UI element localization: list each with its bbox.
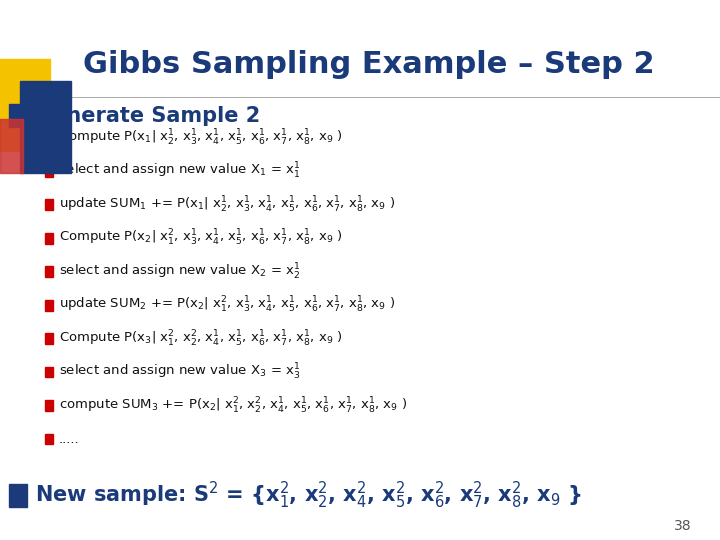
Bar: [45, 333, 53, 344]
Bar: [45, 367, 53, 377]
Bar: [45, 434, 53, 444]
Text: Compute P(x$_3$| x$_1^2$, x$_2^2$, x$_4^1$, x$_5^1$, x$_6^1$, x$_7^1$, x$_8^1$, : Compute P(x$_3$| x$_1^2$, x$_2^2$, x$_4^…: [59, 328, 343, 349]
Bar: [0, 59, 50, 151]
Text: Compute P(x$_2$| x$_1^2$, x$_3^1$, x$_4^1$, x$_5^1$, x$_6^1$, x$_7^1$, x$_8^1$, : Compute P(x$_2$| x$_1^2$, x$_3^1$, x$_4^…: [59, 228, 343, 248]
Bar: [45, 300, 53, 310]
Bar: [9, 484, 27, 507]
Bar: [45, 166, 53, 177]
Text: select and assign new value X$_2$ = x$_2^1$: select and assign new value X$_2$ = x$_2…: [59, 261, 300, 282]
Bar: [45, 132, 53, 143]
Bar: [20, 81, 71, 173]
Bar: [0, 119, 23, 173]
Text: select and assign new value X$_3$ = x$_3^1$: select and assign new value X$_3$ = x$_3…: [59, 362, 300, 382]
Text: update SUM$_1$ += P(x$_1$| x$_2^1$, x$_3^1$, x$_4^1$, x$_5^1$, x$_6^1$, x$_7^1$,: update SUM$_1$ += P(x$_1$| x$_2^1$, x$_3…: [59, 194, 395, 215]
Text: Generate Sample 2: Generate Sample 2: [35, 105, 260, 126]
Bar: [45, 400, 53, 411]
Bar: [9, 104, 27, 127]
Text: Gibbs Sampling Example – Step 2: Gibbs Sampling Example – Step 2: [83, 50, 654, 79]
Bar: [45, 233, 53, 244]
Text: New sample: S$^2$ = {x$_1^2$, x$_2^2$, x$_4^2$, x$_5^2$, x$_6^2$, x$_7^2$, x$_8^: New sample: S$^2$ = {x$_1^2$, x$_2^2$, x…: [35, 480, 581, 511]
Text: select and assign new value X$_1$ = x$_1^1$: select and assign new value X$_1$ = x$_1…: [59, 161, 300, 181]
Text: Compute P(x$_1$| x$_2^1$, x$_3^1$, x$_4^1$, x$_5^1$, x$_6^1$, x$_7^1$, x$_8^1$, : Compute P(x$_1$| x$_2^1$, x$_3^1$, x$_4^…: [59, 127, 343, 148]
Text: compute SUM$_3$ += P(x$_2$| x$_1^2$, x$_2^2$, x$_4^1$, x$_5^1$, x$_6^1$, x$_7^1$: compute SUM$_3$ += P(x$_2$| x$_1^2$, x$_…: [59, 395, 408, 416]
Bar: [45, 266, 53, 277]
Text: 38: 38: [674, 519, 691, 534]
Text: update SUM$_2$ += P(x$_2$| x$_1^2$, x$_3^1$, x$_4^1$, x$_5^1$, x$_6^1$, x$_7^1$,: update SUM$_2$ += P(x$_2$| x$_1^2$, x$_3…: [59, 295, 395, 315]
Bar: [45, 199, 53, 210]
Text: .....: .....: [59, 433, 80, 446]
